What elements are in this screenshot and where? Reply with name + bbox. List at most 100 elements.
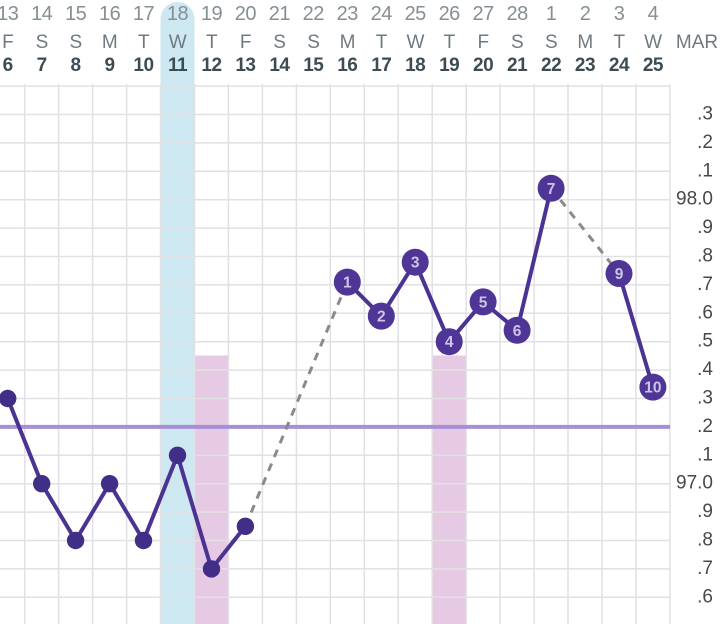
temperature-line xyxy=(617,271,655,390)
temp-point[interactable] xyxy=(236,517,255,535)
temp-point[interactable] xyxy=(202,560,221,578)
weekday-label[interactable]: S xyxy=(69,32,83,53)
calendar-header: 13 14 15 16 17 18 19 20 21 22 23 24 25 26 27 28 1 2 3 4 F S S M… xyxy=(0,0,722,80)
date-label[interactable]: 22 xyxy=(302,3,325,25)
weekday-label[interactable]: S xyxy=(307,32,320,53)
y-axis-tick-label: 97.0 xyxy=(676,473,713,494)
cycle-day-label[interactable]: 7 xyxy=(36,55,48,76)
date-label[interactable]: 18 xyxy=(166,3,189,25)
weekday-label[interactable]: S xyxy=(273,32,286,53)
date-label[interactable]: 21 xyxy=(268,3,291,25)
date-label[interactable]: 2 xyxy=(579,3,591,25)
cycle-day-label[interactable]: 14 xyxy=(269,55,290,76)
weekday-label[interactable]: W xyxy=(644,32,662,53)
cycle-day-label[interactable]: 25 xyxy=(642,55,664,76)
temp-point-numbered[interactable] xyxy=(367,302,395,330)
date-label[interactable]: 3 xyxy=(613,3,625,25)
y-axis-tick-label: .6 xyxy=(697,586,713,607)
temp-point-numbered[interactable] xyxy=(435,328,463,356)
weekday-label[interactable]: F xyxy=(477,32,490,53)
temp-point-numbered[interactable] xyxy=(639,373,667,401)
cycle-day-label[interactable]: 22 xyxy=(541,55,562,76)
weekday-label[interactable]: T xyxy=(137,32,150,53)
temp-point-number: 5 xyxy=(479,294,488,311)
date-label[interactable]: 16 xyxy=(98,3,121,25)
temp-point-number: 2 xyxy=(377,309,386,326)
cycle-day-label[interactable]: 10 xyxy=(133,55,154,76)
weekday-label[interactable]: F xyxy=(2,32,14,53)
y-axis-tick-label: .7 xyxy=(697,558,713,579)
date-label[interactable]: 27 xyxy=(472,3,494,25)
temp-point-number: 9 xyxy=(615,266,624,283)
weekday-label[interactable]: S xyxy=(545,32,558,53)
weekday-label[interactable]: M xyxy=(577,32,593,53)
temp-point[interactable] xyxy=(100,475,119,493)
weekday-label[interactable]: M xyxy=(339,32,356,53)
cycle-day-label[interactable]: 9 xyxy=(104,55,116,76)
cycle-day-label[interactable]: 21 xyxy=(507,55,528,76)
y-axis-tick-label: .3 xyxy=(697,104,713,125)
temp-point-numbered[interactable] xyxy=(503,316,531,344)
date-label[interactable]: 25 xyxy=(404,3,427,25)
cycle-day-label[interactable]: 6 xyxy=(2,55,14,76)
temp-point-numbered[interactable] xyxy=(605,260,633,287)
date-label[interactable]: 15 xyxy=(64,3,87,25)
weekday-label[interactable]: W xyxy=(168,32,187,53)
weekday-label[interactable]: T xyxy=(613,32,625,53)
date-label[interactable]: 24 xyxy=(370,3,393,25)
cycle-day-label[interactable]: 16 xyxy=(337,55,358,76)
weekday-label[interactable]: F xyxy=(239,32,252,53)
temp-point-numbered[interactable] xyxy=(469,288,497,316)
date-label[interactable]: 14 xyxy=(31,3,53,25)
temp-point-number: 7 xyxy=(547,181,556,198)
day-highlight-marked xyxy=(432,355,467,624)
date-label[interactable]: 19 xyxy=(200,3,223,25)
date-label[interactable]: 4 xyxy=(647,3,659,25)
temp-point[interactable] xyxy=(33,475,51,493)
temp-point[interactable] xyxy=(0,389,17,408)
y-axis-tick-label: .4 xyxy=(697,359,713,380)
cycle-day-label[interactable]: 15 xyxy=(303,55,324,76)
cycle-day-label[interactable]: 12 xyxy=(201,55,222,76)
cycle-day-label[interactable]: 19 xyxy=(439,55,460,76)
temp-point-numbered[interactable] xyxy=(333,268,361,296)
y-axis-tick-label: .8 xyxy=(697,246,713,267)
temp-point[interactable] xyxy=(134,531,153,550)
temp-point-numbered[interactable] xyxy=(401,248,429,276)
month-label: MAR xyxy=(675,32,719,53)
cycle-day-label[interactable]: 17 xyxy=(371,55,392,76)
temp-point-number: 10 xyxy=(644,380,661,397)
temp-point[interactable] xyxy=(66,531,85,550)
cycle-day-label[interactable]: 13 xyxy=(235,55,256,76)
weekday-label[interactable]: M xyxy=(101,32,118,53)
date-label[interactable]: 17 xyxy=(132,3,155,25)
date-label[interactable]: 23 xyxy=(336,3,359,25)
cycle-day-label[interactable]: 20 xyxy=(473,55,494,76)
cycle-day-label[interactable]: 8 xyxy=(70,55,82,76)
y-axis-tick-label: .8 xyxy=(697,530,713,551)
temp-point-numbered[interactable] xyxy=(537,174,565,202)
weekday-label[interactable]: S xyxy=(511,32,524,53)
weekday-label[interactable]: T xyxy=(205,32,218,53)
weekday-label[interactable]: T xyxy=(375,32,388,53)
y-axis-tick-label: .9 xyxy=(697,501,713,522)
date-label[interactable]: 20 xyxy=(234,3,257,25)
temp-point[interactable] xyxy=(168,446,187,464)
y-axis-tick-label: .2 xyxy=(697,416,713,437)
cycle-day-label[interactable]: 11 xyxy=(167,55,188,76)
date-label[interactable]: 28 xyxy=(506,3,528,25)
weekday-label[interactable]: S xyxy=(35,32,49,53)
y-axis-tick-label: .5 xyxy=(697,331,713,352)
day-highlight-marked xyxy=(194,355,229,624)
date-label[interactable]: 1 xyxy=(545,3,557,25)
date-label[interactable]: 26 xyxy=(438,3,461,25)
date-label[interactable]: 13 xyxy=(0,3,19,25)
temp-point-number: 4 xyxy=(445,334,454,351)
cycle-day-label[interactable]: 23 xyxy=(574,55,596,76)
cycle-day-label[interactable]: 18 xyxy=(405,55,426,76)
weekday-label[interactable]: W xyxy=(406,32,424,53)
weekday-label[interactable]: T xyxy=(443,32,456,53)
y-axis-tick-label: 98.0 xyxy=(676,189,713,210)
cycle-day-label[interactable]: 24 xyxy=(608,55,630,76)
